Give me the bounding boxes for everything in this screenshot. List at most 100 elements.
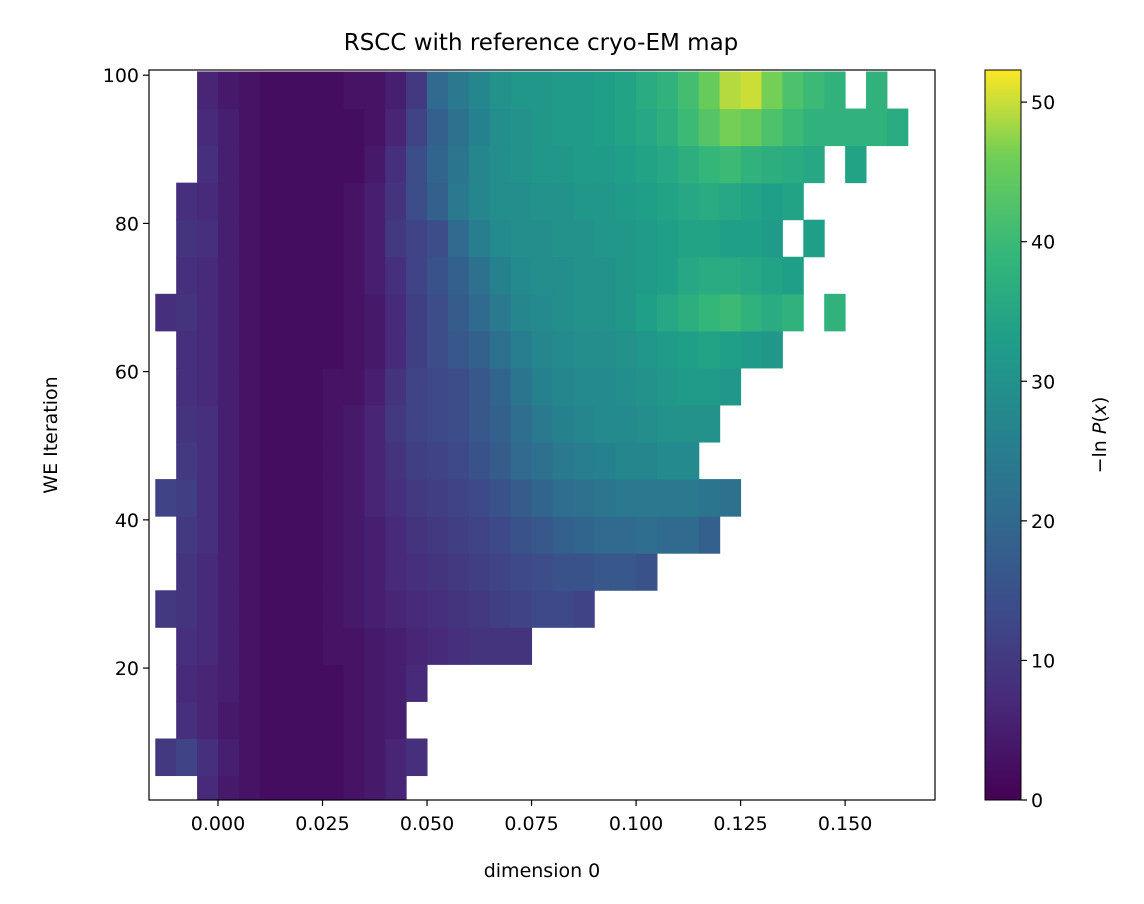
heatmap-cell: [197, 738, 219, 777]
heatmap-cell: [719, 479, 742, 517]
heatmap-cell: [656, 330, 679, 369]
heatmap-cell: [217, 367, 240, 406]
heatmap-cell: [364, 145, 386, 184]
heatmap-cell: [552, 553, 574, 591]
heatmap-cell: [447, 553, 470, 591]
heatmap-cell: [217, 330, 240, 369]
heatmap-cell: [343, 553, 365, 591]
heatmap-cell: [510, 479, 533, 517]
heatmap-cell: [845, 145, 867, 184]
heatmap-cell: [322, 442, 344, 480]
heatmap-cell: [573, 256, 595, 295]
heatmap-cell: [197, 775, 219, 801]
heatmap-cell: [510, 182, 533, 221]
heatmap-cell: [364, 590, 386, 628]
heatmap-cell: [636, 293, 658, 332]
heatmap-cell: [385, 590, 407, 628]
y-tick-label: 40: [115, 510, 139, 532]
heatmap-cell: [636, 404, 658, 443]
heatmap-cell: [217, 71, 240, 110]
heatmap-cell: [740, 182, 762, 221]
heatmap-cell: [259, 627, 282, 665]
heatmap-cell: [782, 71, 804, 110]
heatmap-cell: [364, 182, 386, 221]
heatmap-cell: [468, 219, 491, 258]
heatmap-cell: [343, 516, 365, 554]
heatmap-cell: [364, 701, 386, 739]
heatmap-cell: [364, 330, 386, 369]
heatmap-cell: [594, 404, 616, 443]
heatmap-cell: [468, 367, 491, 406]
heatmap-cell: [573, 293, 595, 332]
heatmap-cell: [364, 71, 386, 110]
heatmap-cell: [761, 145, 783, 184]
heatmap-cell: [301, 590, 324, 628]
heatmap-cell: [489, 442, 512, 480]
heatmap-cell: [155, 738, 177, 777]
heatmap-cell: [238, 404, 261, 443]
heatmap-cell: [615, 367, 637, 406]
heatmap-cell: [322, 219, 344, 258]
heatmap-cell: [552, 182, 574, 221]
heatmap-cell: [447, 404, 470, 443]
heatmap-cell: [552, 293, 574, 332]
heatmap-cell: [364, 516, 386, 554]
heatmap-cell: [322, 71, 344, 110]
heatmap-cell: [698, 108, 721, 147]
heatmap-cell: [636, 516, 658, 554]
heatmap-cell: [845, 108, 867, 147]
heatmap-cell: [406, 182, 428, 221]
heatmap-cell: [636, 108, 658, 147]
heatmap-cell: [677, 219, 700, 258]
colorbar-label-x: x: [1089, 403, 1111, 416]
heatmap-cell: [238, 701, 261, 739]
heatmap-cell: [280, 479, 303, 517]
y-axis-label: WE Iteration: [40, 376, 62, 493]
heatmap-cell: [197, 145, 219, 184]
heatmap-cell: [238, 367, 261, 406]
colorbar-tick-label: 40: [1031, 232, 1055, 254]
heatmap-cell: [343, 293, 365, 332]
heatmap-cell: [866, 71, 888, 110]
heatmap-cell: [364, 256, 386, 295]
heatmap-cell: [322, 701, 344, 739]
heatmap-cell: [259, 701, 282, 739]
heatmap-cell: [343, 404, 365, 443]
heatmap-cell: [364, 442, 386, 480]
heatmap-cell: [489, 330, 512, 369]
heatmap-cell: [238, 256, 261, 295]
heatmap-cell: [259, 479, 282, 517]
x-tick-label: 0.100: [609, 813, 663, 835]
heatmap-cell: [824, 108, 846, 147]
heatmap-cell: [176, 330, 198, 369]
heatmap-cell: [217, 182, 240, 221]
heatmap-cell: [427, 71, 449, 110]
heatmap-cell: [176, 442, 198, 480]
heatmap-cell: [197, 182, 219, 221]
heatmap-cell: [385, 775, 407, 801]
heatmap-cell: [615, 293, 637, 332]
heatmap-cell: [573, 330, 595, 369]
heatmap-cell: [280, 775, 303, 801]
heatmap-cell: [322, 664, 344, 702]
heatmap-cell: [677, 442, 700, 480]
heatmap-cell: [761, 330, 783, 369]
heatmap-cell: [803, 145, 825, 184]
heatmap-cell: [176, 627, 198, 665]
heatmap-cell: [280, 293, 303, 332]
heatmap-cell: [740, 219, 762, 258]
heatmap-cell: [510, 71, 533, 110]
heatmap-cell: [510, 516, 533, 554]
heatmap-cell: [489, 516, 512, 554]
heatmap-cell: [259, 775, 282, 801]
heatmap-cell: [406, 479, 428, 517]
heatmap-cell: [656, 404, 679, 443]
heatmap-cell: [803, 108, 825, 147]
heatmap-cell: [636, 367, 658, 406]
colorbar-label-p: P: [1089, 422, 1111, 434]
heatmap-cell: [322, 293, 344, 332]
heatmap-cell: [385, 664, 407, 702]
heatmap-cell: [238, 108, 261, 147]
heatmap-cell: [510, 256, 533, 295]
heatmap-cell: [176, 479, 198, 517]
